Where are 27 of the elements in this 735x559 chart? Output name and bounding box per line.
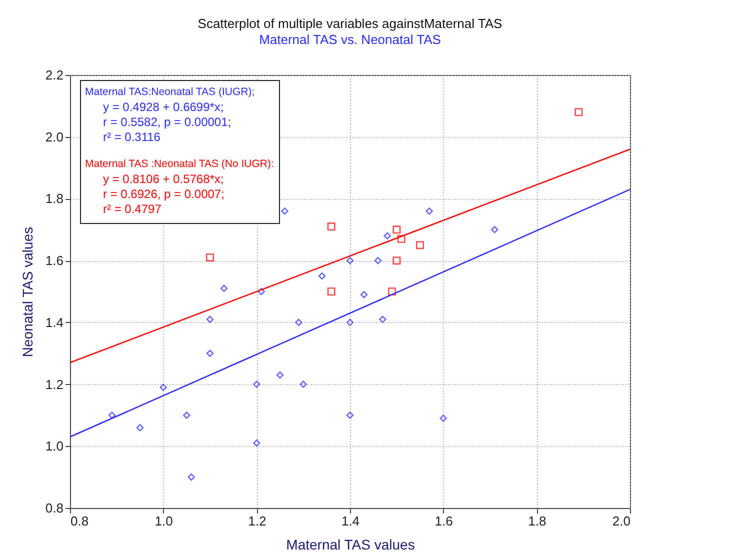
y-tick-label: 1.4 bbox=[45, 314, 64, 330]
x-tick-label: 2.0 bbox=[612, 514, 630, 528]
y-tick-label: 2.0 bbox=[45, 129, 64, 144]
y-tick-label: 1.0 bbox=[45, 438, 64, 454]
annotation: y = 0.8106 + 0.5768*x; bbox=[102, 172, 225, 187]
y-tick-label: 0.8 bbox=[45, 500, 64, 516]
y-tick-label: 1.8 bbox=[45, 191, 64, 206]
x-tick-label: 1.2 bbox=[248, 514, 266, 528]
y-axis-title: Neonatal TAS values bbox=[19, 226, 36, 358]
x-tick-label: 1.0 bbox=[154, 514, 173, 528]
annotation: r = 0.5582, p = 0.00001; bbox=[102, 115, 232, 130]
x-tick-label: 0.8 bbox=[70, 514, 89, 528]
annotation: r² = 0.4797 bbox=[102, 202, 162, 217]
annotation: r² = 0.3116 bbox=[102, 130, 162, 145]
y-tick-label: 1.6 bbox=[45, 253, 64, 268]
annotation: Maternal TAS :Neonatal TAS (No IUGR): bbox=[85, 157, 275, 172]
chart-title: Scatterplot of multiple variables againstMaternal TAS bbox=[198, 16, 503, 31]
y-tick-label: 2.2 bbox=[45, 68, 64, 82]
x-tick-label: 1.8 bbox=[528, 514, 546, 528]
x-axis-title: Maternal TAS values bbox=[286, 536, 415, 552]
y-tick-label: 1.2 bbox=[45, 376, 64, 392]
annotation: Maternal TAS:Neonatal TAS (IUGR); bbox=[85, 85, 256, 100]
x-tick-label: 1.4 bbox=[341, 514, 360, 528]
chart-subtitle: Maternal TAS vs. Neonatal TAS bbox=[259, 32, 442, 47]
annotation: y = 0.4928 + 0.6699*x; bbox=[102, 100, 225, 115]
annotation: r = 0.6926, p = 0.0007; bbox=[102, 187, 226, 202]
x-tick-label: 1.6 bbox=[434, 514, 453, 528]
